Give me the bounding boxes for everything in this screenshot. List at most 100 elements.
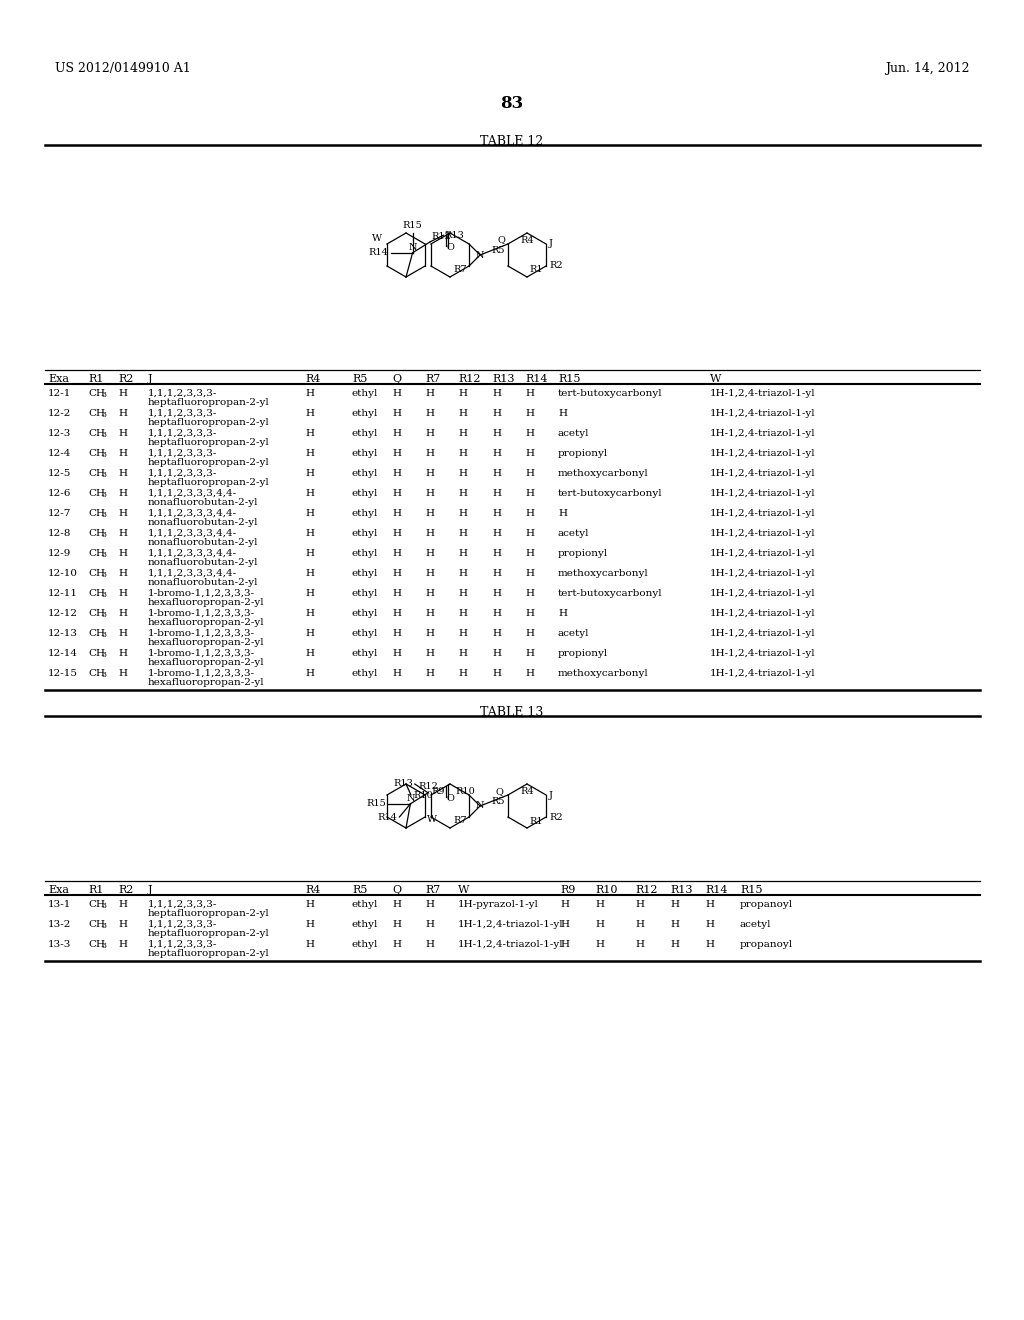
Text: CH: CH [88,469,105,478]
Text: 3: 3 [101,902,106,909]
Text: N: N [407,793,415,803]
Text: H: H [558,409,567,418]
Text: R1: R1 [88,374,103,384]
Text: H: H [392,569,401,578]
Text: H: H [525,569,534,578]
Text: CH: CH [88,630,105,638]
Text: R1: R1 [529,265,543,275]
Text: 12-2: 12-2 [48,409,72,418]
Text: H: H [492,389,501,399]
Text: H: H [558,510,567,517]
Text: H: H [458,510,467,517]
Text: H: H [525,549,534,558]
Text: H: H [525,409,534,418]
Text: 3: 3 [101,611,106,619]
Text: hexafluoropropan-2-yl: hexafluoropropan-2-yl [148,678,264,686]
Text: H: H [305,589,314,598]
Text: 1-bromo-1,1,2,3,3,3-: 1-bromo-1,1,2,3,3,3- [148,589,255,598]
Text: H: H [492,589,501,598]
Text: 1H-1,2,4-triazol-1-yl: 1H-1,2,4-triazol-1-yl [710,488,816,498]
Text: H: H [425,920,434,929]
Text: H: H [425,409,434,418]
Text: H: H [392,429,401,438]
Text: nonafluorobutan-2-yl: nonafluorobutan-2-yl [148,578,258,587]
Text: propanoyl: propanoyl [740,940,794,949]
Text: nonafluorobutan-2-yl: nonafluorobutan-2-yl [148,539,258,546]
Text: 1-bromo-1,1,2,3,3,3-: 1-bromo-1,1,2,3,3,3- [148,609,255,618]
Text: H: H [392,389,401,399]
Text: R5: R5 [352,884,368,895]
Text: ethyl: ethyl [352,630,379,638]
Text: H: H [425,549,434,558]
Text: propionyl: propionyl [558,649,608,657]
Text: R5: R5 [492,246,505,255]
Text: H: H [118,389,127,399]
Text: H: H [425,389,434,399]
Text: H: H [392,669,401,678]
Text: R9: R9 [560,884,575,895]
Text: heptafluoropropan-2-yl: heptafluoropropan-2-yl [148,949,269,958]
Text: H: H [492,609,501,618]
Text: H: H [670,920,679,929]
Text: 1H-1,2,4-triazol-1-yl: 1H-1,2,4-triazol-1-yl [710,510,816,517]
Text: CH: CH [88,389,105,399]
Text: 12-15: 12-15 [48,669,78,678]
Text: R5: R5 [352,374,368,384]
Text: O: O [446,243,454,252]
Text: H: H [118,510,127,517]
Text: H: H [118,449,127,458]
Text: H: H [458,569,467,578]
Text: W: W [458,884,469,895]
Text: R14: R14 [378,813,397,821]
Text: R12: R12 [418,781,438,791]
Text: propionyl: propionyl [558,549,608,558]
Text: methoxycarbonyl: methoxycarbonyl [558,669,649,678]
Text: 3: 3 [101,451,106,459]
Text: R5: R5 [492,797,505,807]
Text: R7: R7 [453,816,467,825]
Text: hexafluoropropan-2-yl: hexafluoropropan-2-yl [148,598,264,607]
Text: H: H [118,529,127,539]
Text: 3: 3 [101,432,106,440]
Text: 12-11: 12-11 [48,589,78,598]
Text: ethyl: ethyl [352,900,379,909]
Text: R2: R2 [549,813,562,821]
Text: acetyl: acetyl [558,529,590,539]
Text: R7: R7 [453,265,467,275]
Text: CH: CH [88,488,105,498]
Text: R12: R12 [635,884,657,895]
Text: H: H [305,469,314,478]
Text: H: H [118,609,127,618]
Text: H: H [118,589,127,598]
Text: H: H [118,488,127,498]
Text: H: H [492,649,501,657]
Text: H: H [635,940,644,949]
Text: nonafluorobutan-2-yl: nonafluorobutan-2-yl [148,558,258,568]
Text: H: H [425,669,434,678]
Text: R14: R14 [525,374,548,384]
Text: 12-5: 12-5 [48,469,72,478]
Text: H: H [392,549,401,558]
Text: 1,1,1,2,3,3,3,4,4-: 1,1,1,2,3,3,3,4,4- [148,569,238,578]
Text: H: H [305,609,314,618]
Text: R4: R4 [520,236,534,246]
Text: 1H-1,2,4-triazol-1-yl: 1H-1,2,4-triazol-1-yl [458,940,563,949]
Text: H: H [525,469,534,478]
Text: J: J [549,791,553,800]
Text: H: H [525,630,534,638]
Text: 12-8: 12-8 [48,529,72,539]
Text: 12-14: 12-14 [48,649,78,657]
Text: H: H [305,649,314,657]
Text: R10: R10 [595,884,617,895]
Text: ethyl: ethyl [352,529,379,539]
Text: H: H [118,429,127,438]
Text: propionyl: propionyl [558,449,608,458]
Text: H: H [492,488,501,498]
Text: nonafluorobutan-2-yl: nonafluorobutan-2-yl [148,498,258,507]
Text: CH: CH [88,900,105,909]
Text: R15: R15 [740,884,763,895]
Text: H: H [560,900,569,909]
Text: 1-bromo-1,1,2,3,3,3-: 1-bromo-1,1,2,3,3,3- [148,630,255,638]
Text: CH: CH [88,920,105,929]
Text: J: J [148,374,153,384]
